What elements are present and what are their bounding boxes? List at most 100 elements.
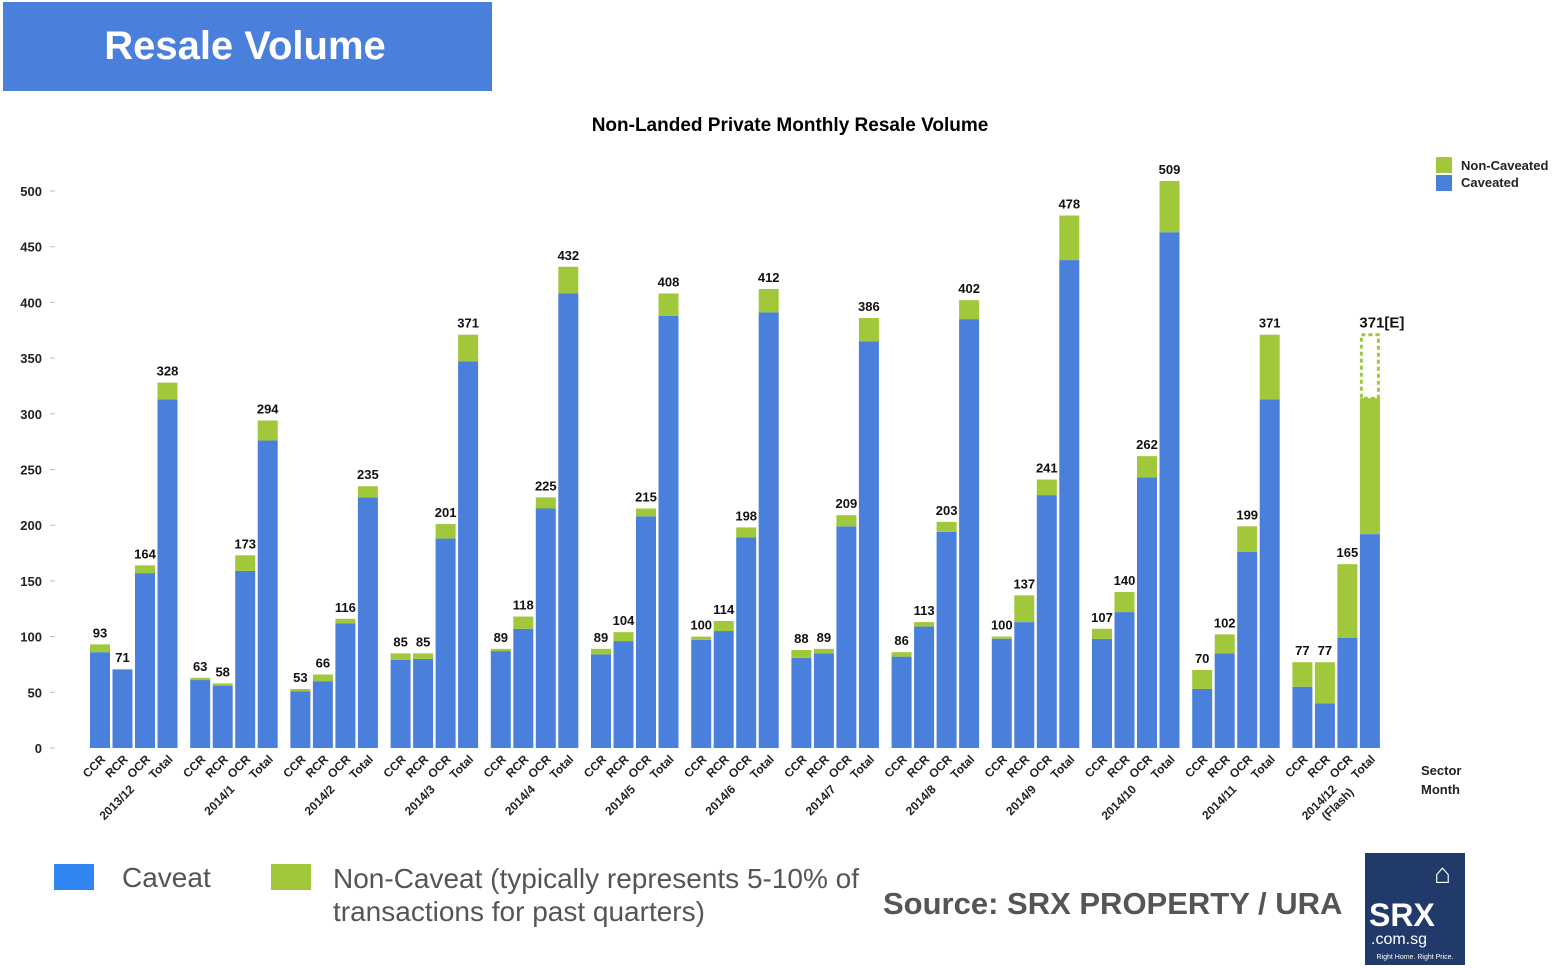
bar-non-caveated (135, 565, 155, 574)
x-tick-sector: Total (948, 752, 978, 782)
bar-caveated (513, 628, 534, 748)
data-label: 93 (93, 625, 107, 640)
data-label: 408 (658, 274, 680, 289)
data-label: 402 (958, 281, 980, 296)
x-tick-sector: CCR (581, 752, 610, 781)
bar-caveated (490, 651, 511, 748)
x-tick-sector: Total (847, 752, 877, 782)
x-tick-sector: RCR (403, 752, 432, 781)
x-tick-sector: CCR (380, 752, 409, 781)
bar-caveated (390, 659, 411, 748)
y-tick-label: 400 (20, 295, 42, 310)
data-label: 70 (1195, 651, 1209, 666)
x-tick-month: 2014/4 (502, 782, 538, 818)
x-tick-sector: RCR (1205, 752, 1234, 781)
data-label: 241 (1036, 461, 1058, 476)
data-label: 66 (316, 655, 330, 670)
bar-caveated (636, 516, 656, 748)
y-tick-label: 0 (35, 741, 42, 756)
bar-non-caveated (357, 486, 378, 498)
bar-caveated (1292, 686, 1313, 748)
x-tick-sector: OCR (726, 752, 755, 781)
bar-non-caveated (1214, 634, 1235, 654)
data-label: 294 (257, 401, 279, 416)
data-label: 114 (713, 602, 735, 617)
bar-non-caveated (791, 649, 812, 658)
x-tick-sector: Total (647, 752, 677, 782)
bar-non-caveated (813, 648, 834, 654)
bar-non-caveated (1314, 662, 1335, 704)
x-axis-label-month: Month (1421, 782, 1460, 797)
bar-caveated (1092, 638, 1112, 748)
data-label: 235 (357, 467, 379, 482)
data-label: 328 (157, 364, 179, 379)
bar-non-caveated (1059, 215, 1080, 261)
data-label: 102 (1214, 615, 1236, 630)
y-tick-label: 100 (20, 630, 42, 645)
bar-caveated (1036, 495, 1057, 748)
bar-non-caveated (836, 515, 857, 527)
legend-swatch-caveated (1436, 175, 1452, 191)
x-tick-sector: OCR (1227, 752, 1256, 781)
y-tick-label: 50 (28, 685, 42, 700)
data-label: 63 (193, 659, 207, 674)
data-label: 53 (293, 670, 307, 685)
bar-caveated (357, 497, 378, 748)
x-tick-sector: OCR (1126, 752, 1155, 781)
x-tick-sector: Total (146, 752, 176, 782)
legend-label-non-caveated: Non-Caveated (1461, 158, 1548, 173)
data-label: 89 (817, 630, 831, 645)
bar-non-caveated (458, 334, 479, 362)
bar-non-caveated (713, 621, 734, 632)
bar-caveated (658, 315, 679, 748)
bar-non-caveated (1036, 479, 1057, 496)
bar-non-caveated (1259, 334, 1280, 400)
x-tick-sector: RCR (904, 752, 933, 781)
data-label: 116 (335, 600, 356, 615)
non-caveat-label-line2: transactions for past quarters) (333, 896, 705, 927)
y-tick-label: 500 (20, 184, 42, 199)
x-tick-sector: CCR (881, 752, 910, 781)
bar-caveated (591, 654, 611, 748)
x-tick-sector: Total (1248, 752, 1278, 782)
bar-non-caveated (1237, 526, 1258, 552)
data-label: 509 (1159, 162, 1181, 177)
data-label: 164 (134, 546, 156, 561)
data-label: 89 (494, 630, 508, 645)
x-tick-sector: OCR (1026, 752, 1055, 781)
bar-non-caveated (858, 317, 879, 342)
bar-caveated (691, 639, 712, 748)
x-tick-sector: OCR (124, 752, 153, 781)
x-tick-month: 2014/1 (201, 782, 237, 818)
bar-caveated (190, 680, 211, 748)
x-tick-month: 2014/2 (302, 782, 338, 818)
bar-non-caveated (513, 616, 534, 629)
bar-caveated (1192, 688, 1213, 748)
data-label: 412 (758, 270, 780, 285)
non-caveat-label-line1: Non-Caveat (typically represents 5-10% o… (333, 863, 860, 894)
x-tick-sector: RCR (1104, 752, 1133, 781)
x-tick-month: 2014/11 (1199, 782, 1239, 822)
bar-non-caveated (591, 648, 611, 655)
bar-caveated (257, 440, 278, 748)
bar-caveated (1259, 399, 1280, 748)
x-tick-month: 2014/10 (1099, 782, 1140, 823)
data-label: 215 (635, 489, 657, 504)
bars: 93 71 164 328 63 58 173 294 53 66 116 235 85 85 201 371… (90, 162, 1404, 748)
x-tick-sector: Total (547, 752, 577, 782)
house-icon: ⌂ (1434, 858, 1451, 889)
bar-non-caveated (736, 527, 757, 538)
source-text: Source: SRX PROPERTY / URA (883, 886, 1343, 921)
bar-caveated (290, 691, 311, 748)
bar-non-caveated (190, 677, 211, 681)
data-label: 201 (435, 505, 457, 520)
x-tick-sector: CCR (1082, 752, 1111, 781)
bar-caveated (112, 670, 133, 748)
bar-caveated (458, 361, 479, 748)
bar-non-caveated (1359, 398, 1380, 535)
bar-caveated (1159, 232, 1180, 748)
data-label: 199 (1236, 507, 1258, 522)
x-tick-sector: Total (346, 752, 376, 782)
data-label: 432 (557, 248, 579, 263)
bar-caveated (813, 653, 834, 748)
